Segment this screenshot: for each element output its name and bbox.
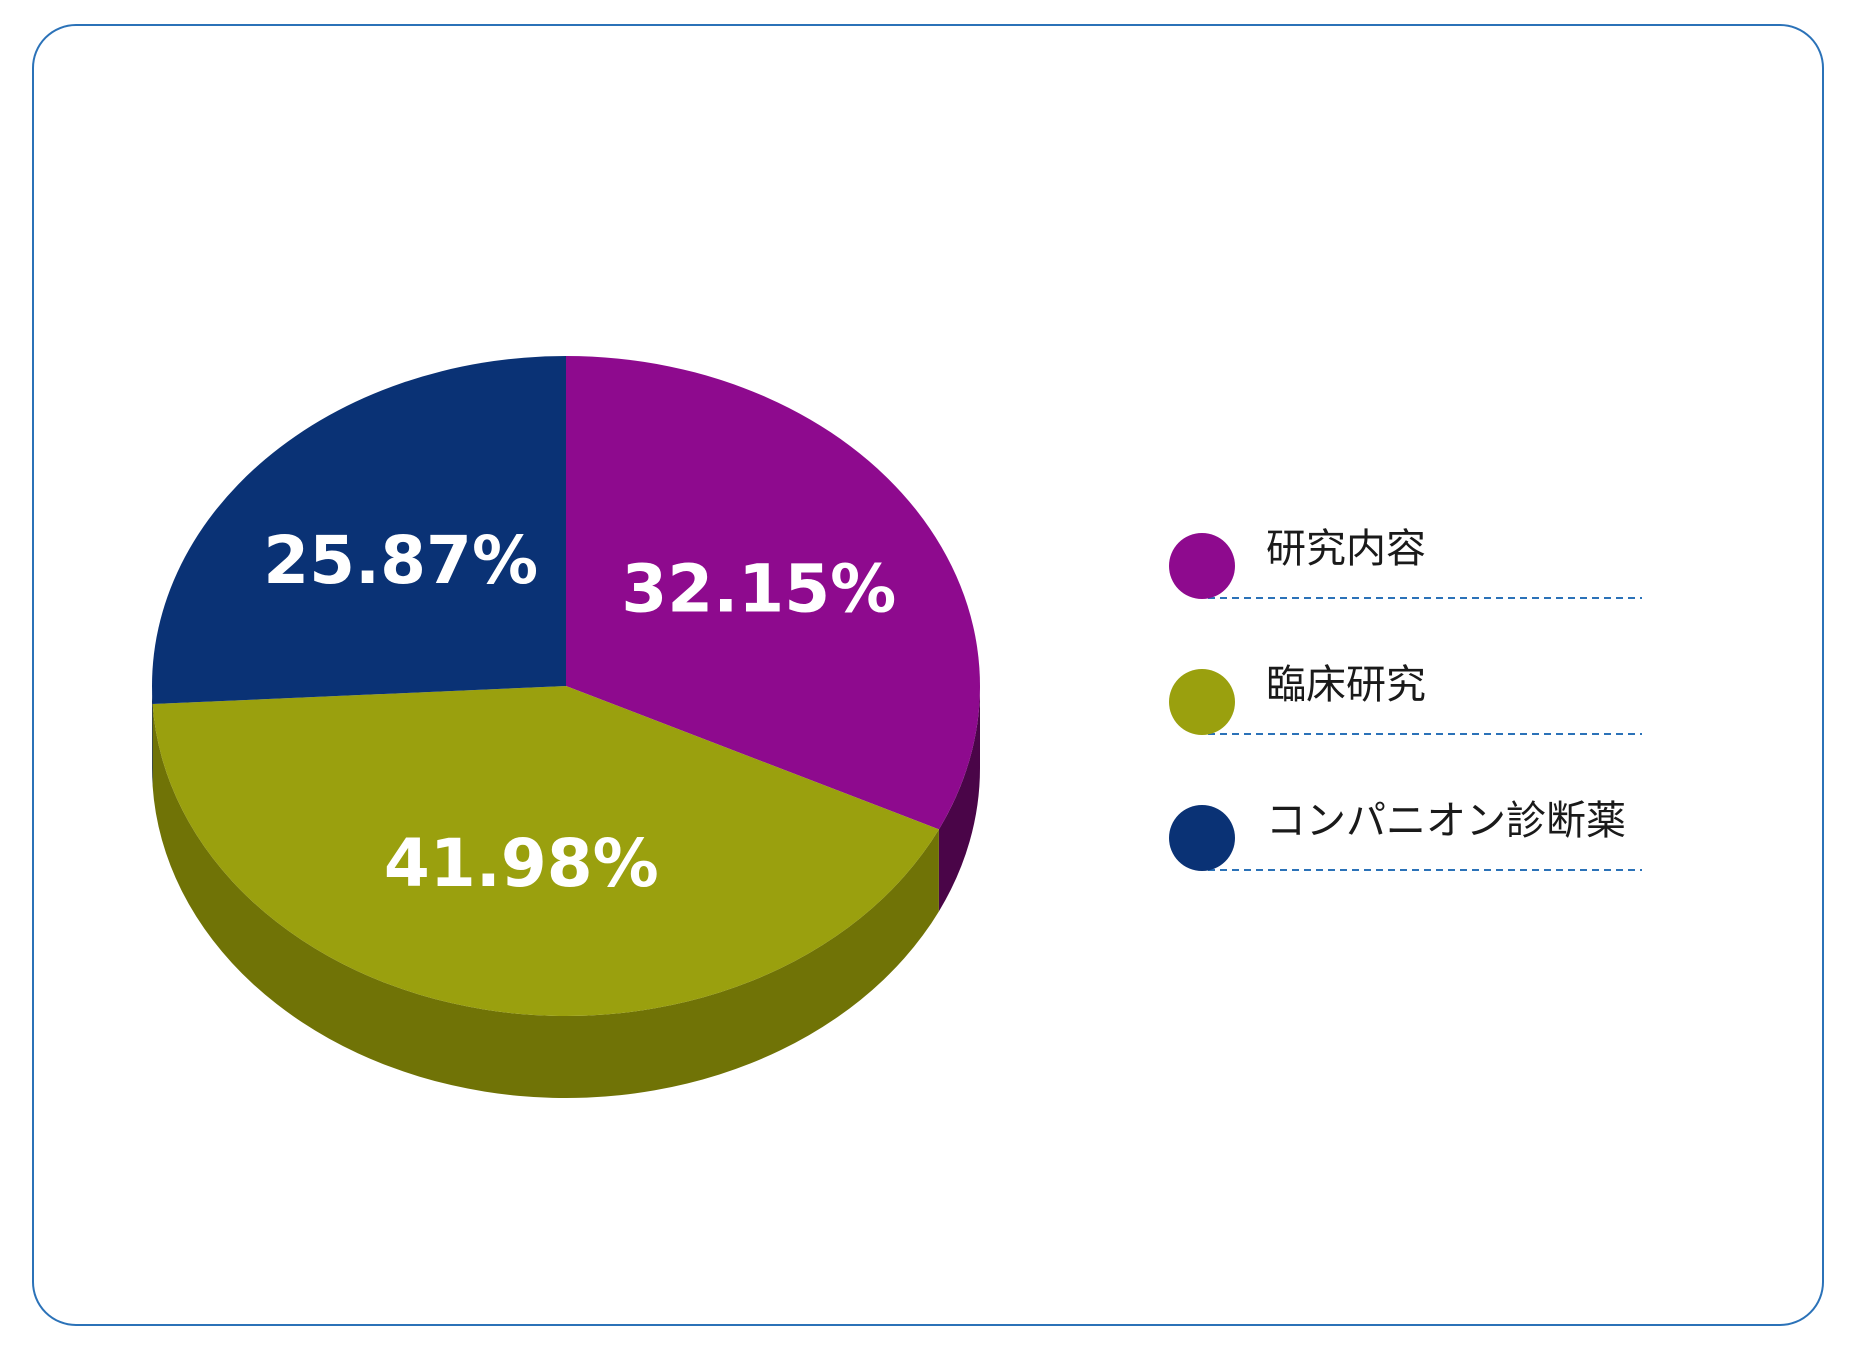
pie-side-1 bbox=[152, 704, 939, 1098]
legend-swatch-0 bbox=[1169, 533, 1235, 599]
legend-label-1: 臨床研究 bbox=[1266, 662, 1426, 708]
slice-label-1: 41.98% bbox=[384, 825, 659, 902]
legend-label-0: 研究内容 bbox=[1266, 526, 1426, 572]
pie-labels: 32.15% 41.98% 25.87% bbox=[263, 522, 896, 902]
pie-slice-0 bbox=[566, 356, 980, 830]
pie-side-2 bbox=[152, 686, 153, 787]
slice-label-0: 32.15% bbox=[621, 550, 896, 627]
pie-slice-1 bbox=[152, 686, 939, 1016]
pie-slices bbox=[152, 356, 980, 1016]
legend-swatch-2 bbox=[1169, 805, 1235, 871]
legend-swatch-1 bbox=[1169, 669, 1235, 735]
pie-sides bbox=[152, 686, 980, 1098]
legend-label-2: コンパニオン診断薬 bbox=[1266, 798, 1626, 844]
slice-label-2: 25.87% bbox=[263, 522, 538, 599]
pie-side-0 bbox=[938, 686, 980, 912]
pie-slice-2 bbox=[152, 356, 566, 705]
